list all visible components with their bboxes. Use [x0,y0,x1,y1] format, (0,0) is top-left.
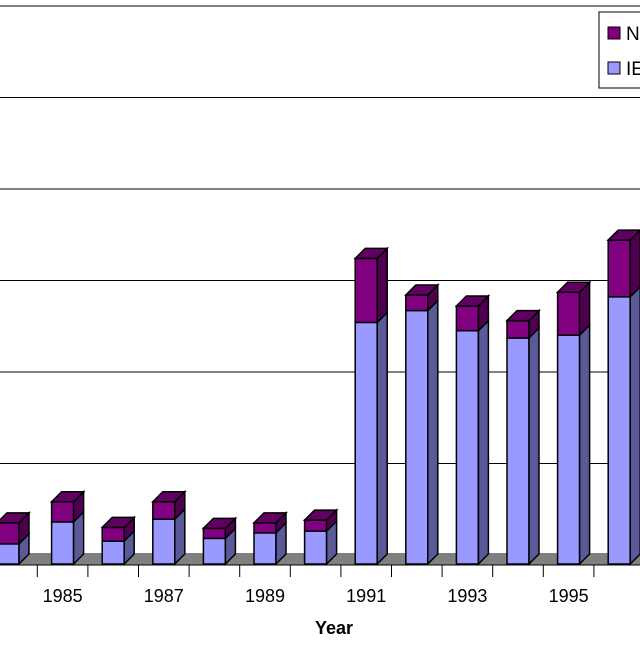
x-tick-label: 1985 [43,586,83,606]
x-tick-label: 1995 [549,586,589,606]
bar-ie-1993 [455,318,490,566]
bar-ie-1995 [556,323,591,566]
x-axis-title: Year [315,618,353,638]
legend-swatch-ie [607,61,621,75]
bar-n-1991 [353,246,390,325]
legend-swatch-n [607,26,621,40]
x-tick-labels: 1985 1987 1989 1991 1993 1995 [43,586,589,606]
legend-box [598,11,640,89]
bar-ie-1994 [506,326,540,566]
bar-n-1986 [100,515,137,543]
x-tick-label: 1987 [144,586,184,606]
bar-n-1996 [606,229,640,299]
bar-n-1989 [252,511,288,535]
bar-n-1985 [49,489,86,524]
x-tick-label: 1989 [245,586,285,606]
bar-n-1992 [403,283,440,313]
gridlines [0,5,640,464]
legend: N IE [598,11,640,89]
bar-ie-1996 [607,285,640,566]
bars [0,229,640,566]
bar-n-1984 [0,511,31,546]
bar-ie-1992 [405,298,439,566]
bar-n-1995 [555,280,592,338]
x-tick-label: 1991 [346,586,386,606]
bar-ie-1991 [354,310,388,566]
bar-ie-1987 [152,507,186,566]
bar-n-1994 [505,308,541,340]
bar-ie-1985 [50,510,85,566]
legend-label-n: N [626,24,640,45]
legend-label-ie: IE [626,59,640,80]
bar-n-1993 [454,294,491,333]
x-ticks [36,565,595,577]
x-tick-label: 1993 [447,586,487,606]
bar-n-1988 [201,516,238,541]
bar-n-1990 [302,508,339,533]
bar-n-1987 [150,489,187,521]
